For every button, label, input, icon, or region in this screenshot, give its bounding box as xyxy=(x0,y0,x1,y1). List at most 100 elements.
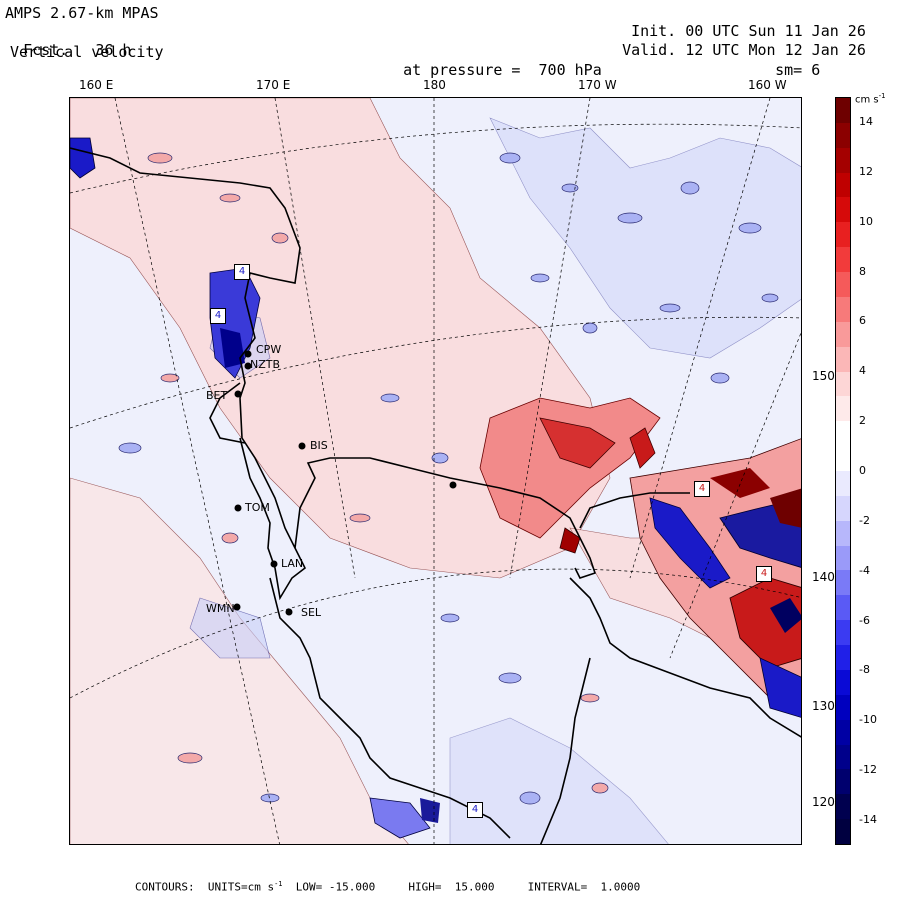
units-exp: -1 xyxy=(274,880,283,888)
colorbar-segment xyxy=(836,570,850,596)
high-label: HIGH= xyxy=(408,880,442,894)
colorbar-segment xyxy=(836,769,850,795)
colorbar-segment xyxy=(836,595,850,621)
fcst-label: Fcst. xyxy=(23,41,69,59)
colorbar-tick-label: -4 xyxy=(859,563,870,577)
lon-label: 160 E xyxy=(79,78,114,92)
forecast-hour: Fcst. 36 h xyxy=(5,23,131,59)
colorbar-segment xyxy=(836,98,850,124)
colorbar-segment xyxy=(836,122,850,149)
station-label: TOM xyxy=(245,501,270,514)
valid-value: 12 UTC Mon 12 Jan 26 xyxy=(685,41,866,59)
station-label: LAN xyxy=(281,557,304,570)
colorbar-segment xyxy=(836,172,850,198)
colorbar-segment xyxy=(836,819,850,845)
colorbar-segment xyxy=(836,694,850,721)
smoothing-value: 6 xyxy=(811,61,821,79)
init-value: 00 UTC Sun 11 Jan 26 xyxy=(685,22,866,40)
low-value: -15.000 xyxy=(328,880,376,894)
lat-label: 130 xyxy=(812,699,835,713)
colorbar-segment xyxy=(836,446,850,472)
colorbar-segment xyxy=(836,421,850,447)
colorbar-tick-label: 0 xyxy=(859,464,866,477)
colorbar-segment xyxy=(836,197,850,223)
colorbar-segment xyxy=(836,669,850,696)
station-label: BET xyxy=(206,389,228,402)
lon-label: 170 W xyxy=(578,78,617,92)
extremum-marker: 4 xyxy=(210,308,226,324)
extremum-marker: 4 xyxy=(756,566,772,582)
colorbar-tick-label: 2 xyxy=(859,414,866,428)
colorbar-segment xyxy=(836,247,850,273)
colorbar-segment xyxy=(836,620,850,646)
strong-mixed-region xyxy=(629,438,801,718)
colorbar-segment xyxy=(836,794,850,820)
variable-name: Vertical velocity xyxy=(10,43,164,61)
extremum-marker: 4 xyxy=(694,481,710,497)
pressure-label: at pressure = xyxy=(403,61,521,79)
colorbar-tick-label: 8 xyxy=(859,264,866,278)
colorbar-units-text: cm s xyxy=(855,94,879,106)
contour-speckles xyxy=(118,152,779,805)
high-value: 15.000 xyxy=(454,880,495,894)
colorbar-segment xyxy=(836,371,850,397)
colorbar-segment xyxy=(836,346,850,373)
valid-label: Valid. xyxy=(622,41,677,59)
colorbar xyxy=(835,97,851,845)
init-time: Init. 00 UTC Sun 11 Jan 26 xyxy=(613,4,866,40)
map-svg xyxy=(70,98,801,844)
colorbar-segment xyxy=(836,520,850,547)
model-title: AMPS 2.67-km MPAS xyxy=(5,4,159,22)
colorbar-tick-label: -14 xyxy=(859,813,877,827)
station-label: NZTB xyxy=(250,358,281,371)
station-dots xyxy=(233,350,457,616)
colorbar-segment xyxy=(836,396,850,422)
lon-label: 160 W xyxy=(748,78,787,92)
colorbar-segment xyxy=(836,222,850,248)
station-label: BIS xyxy=(310,439,328,452)
graticule xyxy=(70,98,801,844)
colorbar-segment xyxy=(836,321,850,348)
colorbar-segment xyxy=(836,471,850,497)
colorbar-segment xyxy=(836,744,850,770)
colorbar-tick-label: 12 xyxy=(859,164,873,178)
coastal-activity xyxy=(70,137,440,839)
contours-label: CONTOURS: xyxy=(135,880,195,894)
colorbar-tick-label: 6 xyxy=(859,314,866,328)
interval-label: INTERVAL= xyxy=(527,880,588,894)
colorbar-tick-label: 4 xyxy=(859,364,866,378)
colorbar-tick-label: -8 xyxy=(859,663,870,677)
lon-label: 180 xyxy=(423,78,446,92)
station-label: WMN xyxy=(206,602,235,615)
extremum-marker: 4 xyxy=(234,264,250,280)
colorbar-segment xyxy=(836,719,850,746)
valid-time: Valid. 12 UTC Mon 12 Jan 26 xyxy=(604,23,866,59)
coastline xyxy=(70,147,801,844)
colorbar-segment xyxy=(836,296,850,323)
contour-info: CONTOURS: UNITS=cm s-1 LOW= -15.000 HIGH… xyxy=(135,880,640,894)
colorbar-units-exp: -1 xyxy=(878,92,886,100)
colorbar-tick-label: 10 xyxy=(859,214,873,228)
pressure-level: at pressure = 700 hPa xyxy=(385,43,602,79)
units-label: UNITS=cm s xyxy=(207,880,275,894)
init-label: Init. xyxy=(631,22,677,40)
colorbar-units: cm s-1 xyxy=(855,92,886,105)
colorbar-tick-label: 14 xyxy=(859,114,873,128)
colorbar-tick-label: -6 xyxy=(859,613,870,627)
station-label: SEL xyxy=(301,606,322,619)
colorbar-segment xyxy=(836,147,850,174)
colorbar-segment xyxy=(836,545,850,571)
colorbar-segment xyxy=(836,272,850,298)
fcst-value: 36 h xyxy=(95,41,132,59)
low-label: LOW= xyxy=(295,880,323,894)
map-panel: CPW NZTB BET BIS TOM LAN WMN SEL 4 4 4 4… xyxy=(69,97,802,845)
colorbar-tick-label: -12 xyxy=(859,763,877,777)
smoothing-label: sm= xyxy=(775,61,803,79)
pressure-value: 700 hPa xyxy=(538,61,602,79)
station-label: CPW xyxy=(256,343,282,356)
interval-value: 1.0000 xyxy=(600,880,641,894)
extremum-marker: 4 xyxy=(467,802,483,818)
smoothing: sm= 6 xyxy=(757,43,820,79)
colorbar-tick-label: -2 xyxy=(859,513,870,527)
strong-updraft-region xyxy=(479,397,661,554)
